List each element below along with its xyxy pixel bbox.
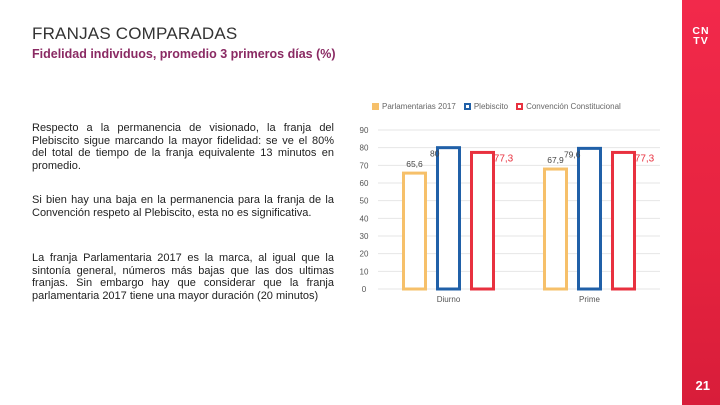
y-tick-label: 80 — [360, 144, 369, 153]
y-tick-label: 40 — [360, 214, 369, 223]
legend-label-convencion: Convención Constitucional — [526, 102, 621, 111]
body-paragraph-3: La franja Parlamentaria 2017 es la marca… — [32, 252, 334, 302]
page-title: FRANJAS COMPARADAS — [32, 24, 238, 43]
legend-item-convencion: Convención Constitucional — [516, 102, 621, 111]
chart-subtitle: Fidelidad individuos, promedio 3 primero… — [32, 47, 336, 61]
y-tick-label: 10 — [360, 267, 369, 276]
x-tick-label: Prime — [579, 295, 600, 304]
data-label: 77,3 — [494, 153, 514, 164]
y-tick-label: 30 — [360, 232, 369, 241]
legend-label-plebiscito: Plebiscito — [473, 102, 509, 111]
body-paragraph-2: Si bien hay una baja en la permanencia p… — [32, 194, 334, 219]
bar — [470, 150, 495, 291]
legend-label-parlamentarias: Parlamentarias 2017 — [382, 102, 456, 111]
data-label: 79,6 — [564, 149, 581, 159]
y-tick-label: 60 — [360, 179, 369, 188]
data-label: 77,3 — [635, 153, 655, 164]
brand-sidebar — [682, 0, 720, 405]
bar — [436, 146, 461, 291]
y-tick-label: 20 — [360, 250, 369, 259]
data-label: 80 — [430, 149, 440, 159]
bar — [577, 146, 602, 291]
y-tick-label: 0 — [362, 285, 367, 294]
data-label: 67,9 — [547, 155, 564, 165]
page-number: 21 — [695, 378, 710, 393]
logo-line-1: CN — [692, 25, 710, 37]
legend-swatch-parlamentarias — [372, 103, 379, 110]
bar — [611, 150, 636, 291]
chart-legend: Parlamentarias 2017 Plebiscito Convenció… — [372, 102, 621, 111]
legend-swatch-convencion — [516, 103, 524, 110]
logo-line-2: TV — [693, 35, 709, 47]
legend-swatch-plebiscito — [463, 103, 471, 110]
y-tick-label: 70 — [360, 161, 369, 170]
bar — [543, 167, 568, 291]
body-paragraph-1: Respecto a la permanencia de visionado, … — [32, 122, 334, 172]
y-tick-label: 90 — [360, 126, 369, 135]
legend-item-plebiscito: Plebiscito — [463, 102, 509, 111]
bar — [402, 171, 427, 291]
legend-item-parlamentarias: Parlamentarias 2017 — [372, 102, 456, 111]
y-tick-label: 50 — [360, 197, 369, 206]
x-tick-label: Diurno — [437, 295, 461, 304]
data-label: 65,6 — [406, 159, 423, 169]
cntv-logo: CN TV — [687, 25, 715, 47]
